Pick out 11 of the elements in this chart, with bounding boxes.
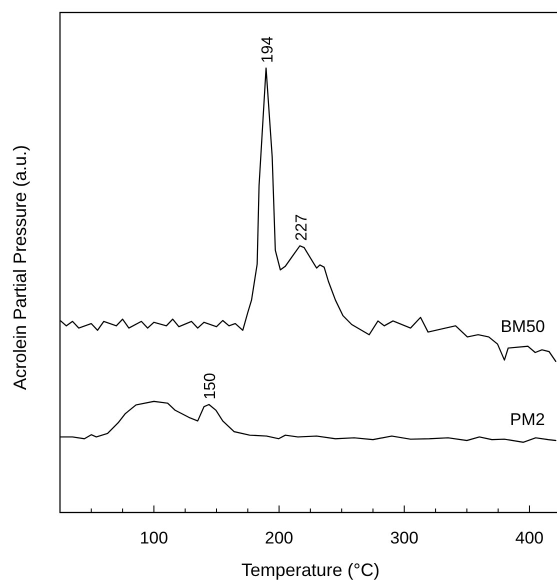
x-tick-label: 400 bbox=[515, 528, 544, 548]
annotation: 227 bbox=[293, 214, 310, 241]
annotation: 150 bbox=[202, 372, 219, 400]
series-label: BM50 bbox=[500, 317, 545, 336]
x-tick-label: 300 bbox=[390, 528, 418, 548]
series-label: PM2 bbox=[510, 410, 545, 429]
x-tick-label: 200 bbox=[264, 528, 294, 548]
y-axis-title: Acrolein Partial Pressure (a.u.) bbox=[10, 144, 30, 390]
annotation: 194 bbox=[260, 36, 277, 64]
x-tick-label: 100 bbox=[140, 528, 168, 548]
x-axis-title: Temperature (°C) bbox=[241, 560, 380, 580]
